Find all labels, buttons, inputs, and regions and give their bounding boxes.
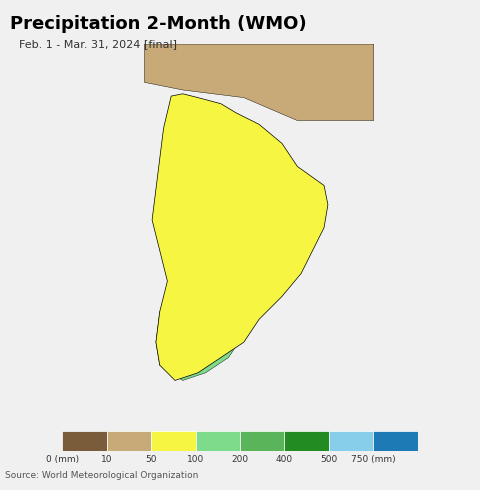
Polygon shape: [152, 94, 328, 380]
Bar: [240, 431, 284, 451]
Text: Feb. 1 - Mar. 31, 2024 [final]: Feb. 1 - Mar. 31, 2024 [final]: [19, 39, 177, 49]
Text: 400: 400: [276, 455, 293, 464]
Text: 100: 100: [187, 455, 204, 464]
Text: 200: 200: [231, 455, 249, 464]
Text: 750 (mm): 750 (mm): [351, 455, 396, 464]
Bar: [62, 431, 107, 451]
Text: Precipitation 2-Month (WMO): Precipitation 2-Month (WMO): [10, 15, 306, 33]
Bar: [107, 431, 151, 451]
Bar: [329, 431, 373, 451]
Bar: [284, 431, 329, 451]
Text: Source: World Meteorological Organization: Source: World Meteorological Organizatio…: [5, 471, 198, 480]
Bar: [151, 431, 196, 451]
Polygon shape: [156, 296, 244, 380]
Text: 10: 10: [101, 455, 112, 464]
Text: 0 (mm): 0 (mm): [46, 455, 79, 464]
Bar: [373, 431, 418, 451]
Polygon shape: [144, 44, 374, 121]
Bar: [196, 431, 240, 451]
Text: 500: 500: [320, 455, 337, 464]
Text: 50: 50: [145, 455, 157, 464]
